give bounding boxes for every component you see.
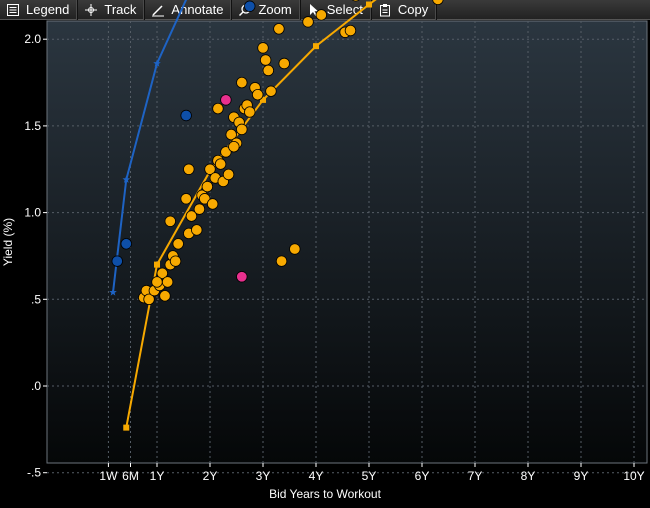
cursor-icon — [307, 3, 321, 17]
scatter-point[interactable] — [201, 180, 214, 193]
curve-point — [260, 96, 266, 103]
x-tick-label: 1Y — [150, 469, 165, 483]
scatter-point[interactable] — [172, 238, 184, 250]
scatter-point[interactable] — [259, 54, 272, 66]
scatter-point[interactable] — [236, 76, 248, 89]
scatter-point[interactable] — [265, 85, 277, 97]
curve-point — [109, 288, 117, 296]
scatter-point[interactable] — [180, 193, 192, 205]
scatter-point[interactable] — [151, 276, 163, 288]
scatter-point[interactable] — [278, 57, 290, 70]
scatter-point[interactable] — [143, 293, 155, 306]
curve-line — [112, 0, 188, 293]
scatter-point[interactable] — [350, 0, 361, 2]
scatter-point[interactable] — [432, 0, 444, 6]
pencil-icon — [151, 3, 165, 17]
y-tick-label: .5 — [31, 292, 41, 306]
scatter-point[interactable] — [191, 224, 203, 236]
y-tick-label: .0 — [31, 379, 41, 393]
curve-point — [123, 424, 130, 431]
x-tick-label: 1W — [99, 469, 118, 483]
scatter-point[interactable] — [111, 255, 123, 267]
x-tick-label: 8Y — [521, 469, 536, 483]
scatter-point[interactable] — [159, 290, 171, 302]
plot-area — [46, 20, 648, 464]
x-tick-label: 6M — [122, 469, 139, 483]
copy-button[interactable]: Copy — [372, 0, 438, 20]
x-tick-label: 4Y — [309, 469, 324, 483]
curve-point — [122, 175, 131, 183]
clipboard-icon — [378, 3, 392, 17]
curve-point — [366, 1, 372, 8]
track-label: Track — [104, 2, 137, 17]
scatter-point[interactable] — [236, 271, 248, 283]
x-tick-label: 2Y — [203, 469, 218, 483]
scatter-point[interactable] — [220, 94, 232, 106]
scatter-point[interactable] — [193, 203, 206, 215]
scatter-point[interactable] — [275, 255, 288, 267]
scatter-point[interactable] — [183, 163, 195, 175]
scatter-point[interactable] — [169, 255, 182, 267]
legend-icon — [6, 3, 20, 17]
scatter-point[interactable] — [204, 163, 216, 175]
legend-button[interactable]: Legend — [0, 0, 79, 20]
scatter-point[interactable] — [344, 24, 357, 37]
chart-toolbar: Legend Track Annotate Zoom Select Copy — [0, 0, 650, 20]
zoom-label: Zoom — [258, 2, 292, 17]
y-tick-label: 2.0 — [24, 32, 41, 46]
curve-point — [313, 43, 319, 50]
y-tick-label: 1.5 — [24, 119, 41, 133]
scatter-point[interactable] — [236, 123, 248, 136]
x-tick-label: 3Y — [256, 469, 271, 483]
curve-point — [154, 261, 160, 268]
y-tick-label: -.5 — [27, 466, 41, 480]
scatter-point[interactable] — [222, 168, 235, 181]
scatter-point[interactable] — [198, 193, 211, 205]
y-tick-label: 1.0 — [24, 206, 41, 220]
x-tick-label: 10Y — [623, 469, 644, 483]
x-tick-label: 5Y — [362, 469, 377, 483]
track-button[interactable]: Track — [78, 0, 146, 20]
x-tick-label: 6Y — [415, 469, 430, 483]
curve-layer — [109, 0, 377, 431]
scatter-point[interactable] — [262, 64, 275, 77]
scatter-point[interactable] — [220, 146, 232, 158]
scatter-point[interactable] — [289, 243, 301, 255]
scatter-point[interactable] — [228, 141, 240, 153]
y-axis: 4.03.53.02.52.01.51.0.5.0-.5 — [24, 32, 47, 480]
curve-point — [153, 59, 161, 67]
scatter-point[interactable] — [206, 198, 219, 210]
scatter-point[interactable] — [156, 267, 169, 279]
crosshair-icon — [84, 3, 98, 17]
scatter-point[interactable] — [252, 88, 264, 101]
scatter-point[interactable] — [185, 210, 198, 222]
scatter-point[interactable] — [302, 16, 314, 28]
scatter-point[interactable] — [315, 9, 328, 21]
copy-label: Copy — [397, 2, 429, 17]
annotate-label: Annotate — [171, 2, 224, 17]
y-axis-title: Yield (%) — [1, 218, 15, 266]
x-axis: 1W 6M 1Y 2Y 3Y 4Y 5Y 6Y 7Y 8Y 9Y 10Y — [99, 463, 645, 483]
scatter-layer — [111, 0, 444, 306]
scatter-point[interactable] — [120, 238, 132, 250]
scatter-point[interactable] — [244, 0, 256, 12]
scatter-point[interactable] — [214, 158, 227, 170]
select-label: Select — [326, 2, 363, 17]
scatter-point[interactable] — [161, 276, 174, 288]
scatter-point[interactable] — [164, 215, 176, 227]
x-axis-title: Bid Years to Workout — [269, 487, 382, 501]
scatter-point[interactable] — [212, 102, 224, 115]
scatter-point[interactable] — [257, 42, 269, 54]
x-tick-label: 7Y — [468, 469, 483, 483]
scatter-point[interactable] — [244, 106, 256, 118]
select-button[interactable]: Select — [301, 0, 372, 20]
legend-label: Legend — [26, 2, 70, 17]
scatter-point[interactable] — [180, 109, 192, 122]
curve-line — [125, 0, 377, 428]
x-tick-label: 9Y — [574, 469, 589, 483]
scatter-point[interactable] — [225, 128, 237, 141]
annotate-button[interactable]: Annotate — [145, 0, 233, 20]
scatter-point[interactable] — [273, 23, 285, 35]
